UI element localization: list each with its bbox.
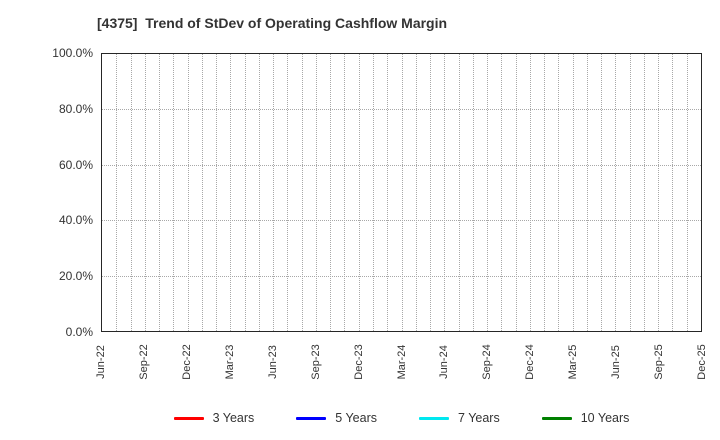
legend-line-swatch <box>419 416 450 420</box>
y-axis: 100.0% 80.0% 60.0% 40.0% 20.0% 0.0% <box>0 46 93 339</box>
legend-line-swatch <box>173 416 204 420</box>
x-gridline <box>601 54 603 331</box>
x-gridline <box>458 54 460 331</box>
y-tick-label: 80.0% <box>58 101 93 116</box>
y-tick-label: 100.0% <box>52 46 93 60</box>
x-gridline <box>444 54 446 331</box>
x-gridline <box>230 54 232 331</box>
x-gridline <box>258 54 260 331</box>
x-gridline <box>301 54 303 331</box>
x-gridline <box>358 54 360 331</box>
x-tick-label: Sep-25 <box>653 344 666 380</box>
x-gridline <box>401 54 403 331</box>
legend-label: 10 Years <box>580 411 630 425</box>
x-gridline <box>586 54 588 331</box>
x-gridline <box>330 54 332 331</box>
chart-title: [4375] Trend of StDev of Operating Cashf… <box>97 15 448 31</box>
x-tick-label: Dec-22 <box>180 344 193 380</box>
legend-line-swatch <box>296 416 327 420</box>
x-tick-label: Jun-22 <box>95 345 107 379</box>
legend-item: 10 Years <box>541 411 630 425</box>
x-gridline <box>315 54 317 331</box>
y-gridline <box>102 220 701 222</box>
x-tick-label: Jun-23 <box>266 345 279 379</box>
x-tick-label: Dec-25 <box>696 344 708 380</box>
x-gridline <box>544 54 546 331</box>
y-gridline <box>102 109 701 111</box>
x-gridline <box>130 54 132 331</box>
x-gridline <box>187 54 189 331</box>
legend-item: 3 Years <box>173 411 255 425</box>
legend: 3 Years 5 Years 7 Years 10 Years <box>101 404 702 432</box>
x-gridline <box>501 54 503 331</box>
x-gridline <box>201 54 203 331</box>
y-tick-label: 20.0% <box>58 269 93 284</box>
y-tick-label: 40.0% <box>58 213 93 228</box>
x-gridline <box>672 54 674 331</box>
x-gridline <box>287 54 289 331</box>
y-tick-label: 0.0% <box>65 325 93 339</box>
x-gridline <box>116 54 118 331</box>
x-gridline <box>658 54 660 331</box>
x-tick-label: Sep-22 <box>137 344 150 380</box>
x-tick-label: Sep-24 <box>481 344 494 380</box>
x-tick-label: Mar-24 <box>395 344 408 380</box>
x-gridline <box>159 54 161 331</box>
x-gridline <box>472 54 474 331</box>
x-tick-label: Dec-24 <box>524 344 537 380</box>
x-gridline <box>273 54 275 331</box>
y-gridline <box>102 275 701 277</box>
legend-item: 7 Years <box>419 411 500 425</box>
x-gridline <box>173 54 175 331</box>
x-tick-label: Dec-23 <box>352 344 365 380</box>
x-gridline <box>558 54 560 331</box>
legend-label: 3 Years <box>212 411 255 425</box>
x-gridline <box>515 54 517 331</box>
x-gridline <box>430 54 432 331</box>
legend-line-swatch <box>541 416 572 420</box>
y-tick-label: 60.0% <box>58 157 93 172</box>
legend-label: 7 Years <box>458 411 500 425</box>
legend-label: 5 Years <box>335 411 378 425</box>
x-tick-label: Jun-25 <box>610 345 623 379</box>
x-gridline <box>244 54 246 331</box>
x-gridline <box>216 54 218 331</box>
x-gridline <box>629 54 631 331</box>
x-gridline <box>615 54 617 331</box>
x-axis: Jun-22 Sep-22 Dec-22 Mar-23 Jun-23 Sep-23 Dec-… <box>95 332 708 396</box>
x-gridline <box>344 54 346 331</box>
legend-item: 5 Years <box>296 411 377 425</box>
plot-area <box>101 53 702 332</box>
x-gridline <box>529 54 531 331</box>
x-gridline <box>372 54 374 331</box>
x-tick-label: Jun-24 <box>438 345 451 379</box>
x-gridline <box>487 54 489 331</box>
x-tick-label: Mar-23 <box>223 344 236 380</box>
y-gridline <box>102 164 701 166</box>
x-gridline <box>387 54 389 331</box>
x-gridline <box>415 54 417 331</box>
x-tick-label: Mar-25 <box>567 344 580 380</box>
x-gridline <box>643 54 645 331</box>
x-tick-label: Sep-23 <box>309 344 322 380</box>
x-gridline <box>144 54 146 331</box>
x-gridline <box>686 54 688 331</box>
x-gridline <box>572 54 574 331</box>
